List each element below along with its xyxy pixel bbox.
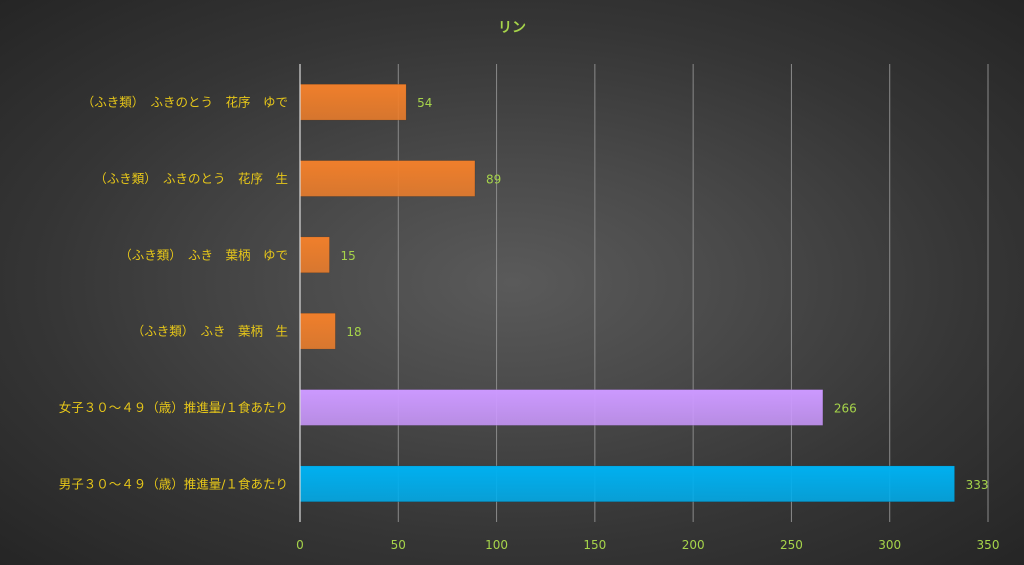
x-tick-label: 150 [583,538,606,552]
data-label: 54 [417,96,432,110]
bar [299,160,476,197]
category-labels: （ふき類） ふきのとう 花序 ゆで （ふき類） ふきのとう 花序 生 （ふき類） ふ… [59,95,288,492]
category-label: （ふき類） ふき 葉柄 生 [132,324,288,339]
x-tick-label: 250 [780,538,803,552]
data-label: 15 [340,249,355,263]
x-tick-label: 350 [977,538,1000,552]
x-tick-label: 200 [682,538,705,552]
data-label: 266 [834,402,857,416]
data-label: 89 [486,173,501,187]
category-label: 男子３０～４９（歳）推進量/１食あたり [59,476,288,491]
chart-title: リン [498,20,526,36]
bar [299,236,330,274]
bar [299,312,336,350]
bar [299,83,407,121]
bar [299,465,955,503]
data-label: 333 [966,478,989,492]
bar [299,389,824,426]
x-tick-label: 300 [878,538,901,552]
category-label: 女子３０～４９（歳）推進量/１食あたり [59,400,288,415]
category-label: （ふき類） ふきのとう 花序 生 [94,171,288,186]
gridlines [397,64,989,522]
x-tick-labels: 0 50 100 150 200 250 300 350 [296,538,999,552]
category-label: （ふき類） ふき 葉柄 ゆで [119,247,288,262]
data-labels: 54 89 15 18 266 333 [340,96,988,492]
x-tick-label: 100 [485,538,508,552]
data-label: 18 [346,325,361,339]
x-tick-label: 50 [391,538,406,552]
x-tick-label: 0 [296,538,304,552]
category-label: （ふき類） ふきのとう 花序 ゆで [82,95,288,110]
bars [299,83,955,503]
